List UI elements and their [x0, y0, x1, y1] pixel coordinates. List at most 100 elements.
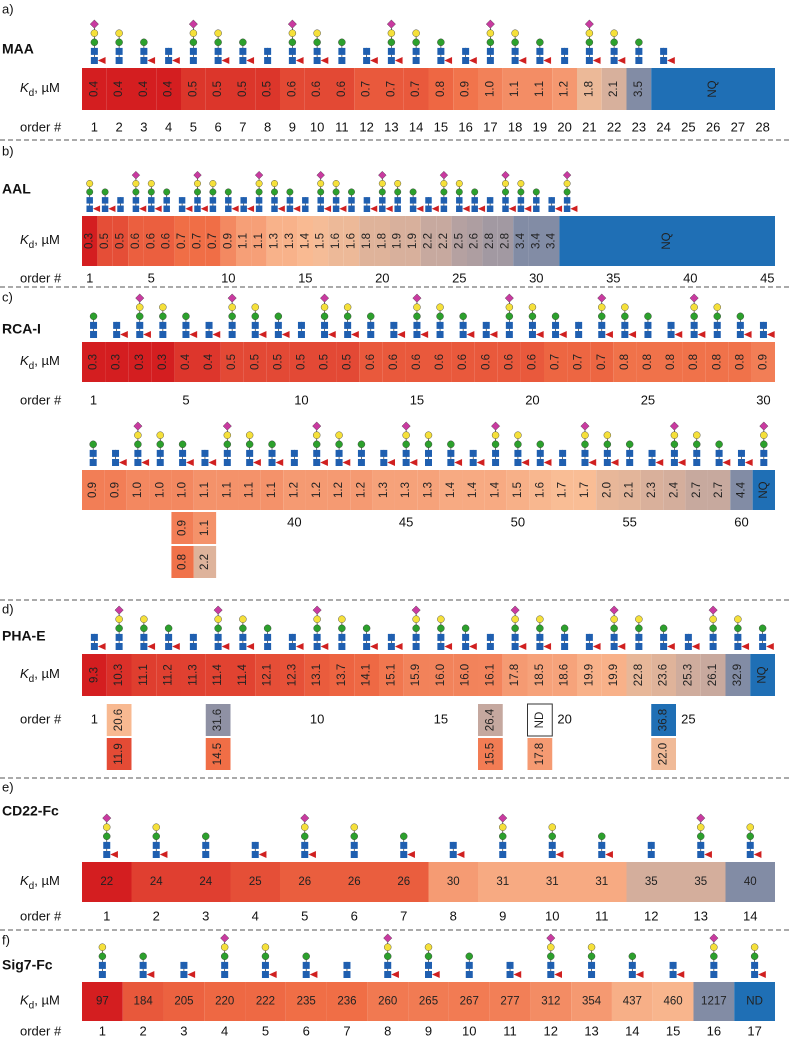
order-number: 20 [557, 119, 571, 134]
glcnac [492, 459, 500, 466]
glcnac [561, 57, 569, 64]
mannose [313, 440, 321, 448]
kd-value: 0.7 [207, 233, 219, 249]
galactose [103, 823, 111, 831]
mannose [440, 188, 448, 196]
galactose [313, 29, 321, 37]
kd-value: 0.5 [187, 81, 199, 97]
glcnac [338, 633, 346, 641]
kd-value: 222 [256, 996, 275, 1008]
galactose [598, 303, 606, 311]
glcnac [575, 331, 583, 338]
kd-value: 1.4 [299, 232, 311, 249]
kd-value: 1.2 [355, 482, 367, 498]
mannose [736, 312, 745, 320]
galactose [581, 431, 589, 439]
fucose [320, 459, 328, 466]
kd-value: 2.1 [624, 482, 636, 498]
mannose [367, 312, 375, 320]
kd-cell [159, 216, 175, 266]
order-number: 13 [384, 119, 398, 134]
mannose [436, 312, 444, 320]
fucose [555, 851, 564, 858]
galactose [670, 431, 679, 439]
glcnac [511, 57, 519, 64]
galactose [301, 823, 309, 831]
kd-cell [636, 342, 660, 382]
mannose [103, 832, 111, 840]
glcnac [156, 459, 164, 466]
kd-cell [478, 738, 503, 770]
glcnac [759, 643, 767, 650]
glcnac [132, 205, 140, 212]
kd-value: 0.5 [212, 81, 224, 97]
lectin-name: CD22-Fc [2, 803, 59, 819]
glcnac [290, 449, 298, 457]
kd-value: 0.9 [222, 233, 234, 249]
glcnac [471, 205, 478, 212]
glcnac [90, 643, 98, 650]
kd-cell [280, 68, 305, 110]
mannose [301, 832, 309, 840]
sialic-acid [114, 605, 124, 615]
kd-value: 22.8 [633, 664, 645, 686]
kd-value: 0.5 [272, 354, 284, 370]
fucose [200, 205, 208, 212]
kd-cell [181, 68, 206, 110]
kd-value: 2.0 [601, 482, 613, 498]
kd-cell [143, 216, 159, 266]
order-number: 15 [410, 392, 424, 407]
glcnac [301, 841, 309, 849]
kd-cell [82, 654, 107, 696]
kd-cell [106, 738, 132, 770]
glcnac [402, 449, 410, 457]
kd-cell [82, 342, 106, 382]
kd-cell [652, 982, 694, 1021]
glcnac [734, 643, 742, 650]
order-number: 20 [375, 270, 389, 285]
sialic-acid [696, 813, 706, 823]
glcnac [98, 971, 106, 978]
kd-cell [82, 862, 132, 902]
glcnac [348, 197, 355, 204]
glcnac [165, 633, 173, 641]
kd-value: 1.2 [288, 482, 300, 498]
sialic-acid [669, 421, 679, 431]
order-number: 1 [103, 908, 110, 923]
lectin-name: Sig7-Fc [2, 957, 53, 973]
order-number: 60 [734, 514, 748, 529]
glcnac [264, 47, 272, 55]
galactose [440, 180, 448, 187]
glcnac [140, 643, 148, 650]
order-number: 23 [632, 119, 646, 134]
galactose [402, 431, 410, 439]
glcnac [536, 633, 544, 641]
kd-cell [336, 342, 360, 382]
glcnac [588, 961, 596, 969]
fucose [385, 205, 393, 212]
fucose [119, 459, 127, 466]
order-number: 28 [755, 119, 769, 134]
kd-value: 17.8 [534, 743, 546, 765]
glcnac [140, 57, 148, 64]
glcnac [148, 197, 155, 204]
kd-cell [451, 216, 467, 266]
order-number: 15 [666, 1023, 680, 1038]
glcnac [660, 47, 668, 55]
mannose [760, 440, 768, 448]
kd-cell [484, 470, 507, 510]
kd-value: 0.6 [130, 233, 142, 249]
galactose [413, 303, 421, 311]
fucose [570, 205, 578, 212]
mannose [90, 38, 99, 46]
fucose [766, 331, 775, 338]
glcnac [598, 321, 606, 329]
glcnac [737, 459, 745, 466]
glcnac [536, 47, 544, 55]
order-number: 3 [140, 119, 147, 134]
glcnac [288, 643, 296, 650]
kd-value: 0.7 [361, 81, 373, 97]
order-number: 15 [434, 711, 448, 726]
kd-value: 26.1 [707, 664, 719, 686]
glcnac [214, 47, 222, 55]
